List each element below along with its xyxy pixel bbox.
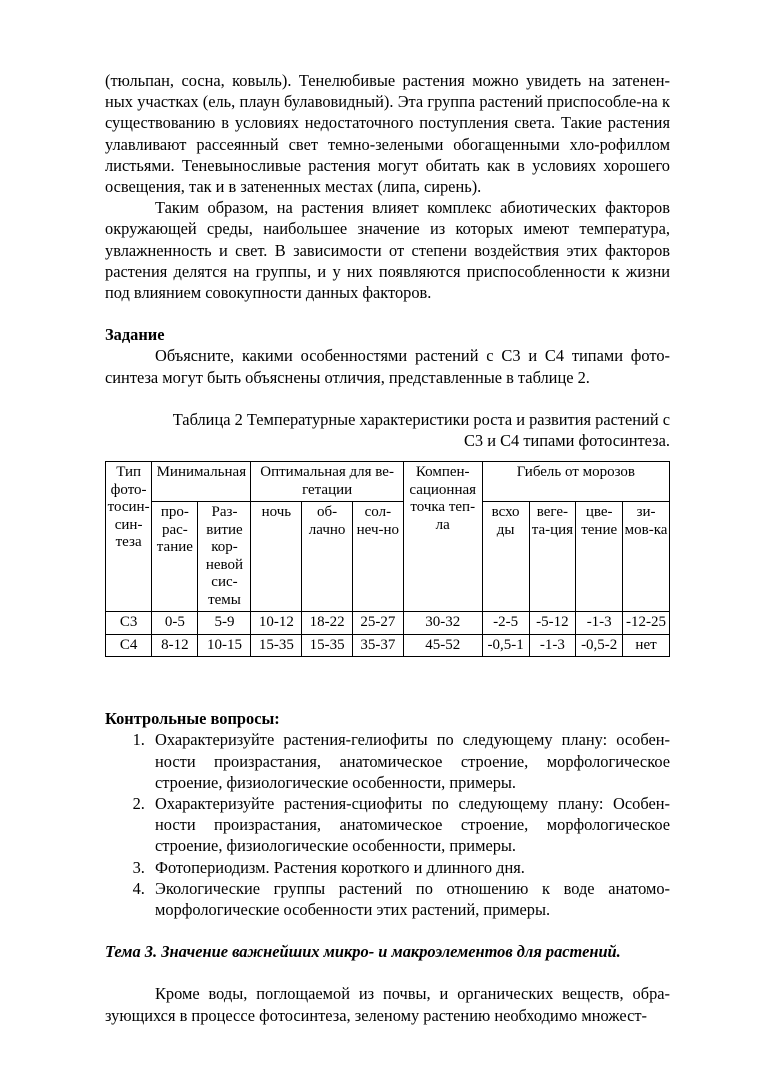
cell-night: 10-12 xyxy=(250,611,303,635)
list-item: Охарактеризуйте растения-гелиофиты по сл… xyxy=(149,729,670,793)
list-item: Фотопериодизм. Растения короткого и длин… xyxy=(149,857,670,878)
header-compensation-point: Компен-сационная точка теп-ла xyxy=(402,461,483,613)
header-photosynthesis-type: Тип фото-тосин-син-теза xyxy=(104,461,153,613)
cell-seedlings: -2-5 xyxy=(481,611,530,635)
cell-flowering: -1-3 xyxy=(575,611,624,635)
header-root-system: Раз-витие кор-невой сис-темы xyxy=(197,501,252,613)
spacer xyxy=(105,657,670,687)
header-vegetation: веге-та-ция xyxy=(528,501,577,613)
spacer xyxy=(105,388,670,409)
cell-compensation: 45-52 xyxy=(402,633,483,658)
header-minimal: Минимальная xyxy=(151,461,252,503)
spacer xyxy=(105,451,670,461)
paragraph-shade-plants: (тюльпан, сосна, ковыль). Тенелюбивые ра… xyxy=(105,71,670,197)
list-item: Охарактеризуйте растения-сциофиты по сле… xyxy=(149,793,670,857)
cell-compensation: 30-32 xyxy=(402,611,483,635)
questions-heading: Контрольные вопросы: xyxy=(105,709,280,729)
assignment-text: Объясните, какими особенностями растений… xyxy=(105,346,670,387)
header-frost-death: Гибель от морозов xyxy=(481,461,671,503)
header-night: ночь xyxy=(250,501,303,613)
spacer xyxy=(105,687,670,708)
spacer xyxy=(105,962,670,983)
header-seedlings: всхо ды xyxy=(481,501,530,613)
table-caption: Таблица 2 Температурные характеристики р… xyxy=(105,409,670,451)
cell-type: С3 xyxy=(104,611,153,635)
cell-germination: 8-12 xyxy=(151,633,199,658)
header-germination: про-рас-тание xyxy=(151,501,199,613)
cell-night: 15-35 xyxy=(250,633,303,658)
table-caption-line-1: Таблица 2 Температурные характеристики р… xyxy=(172,409,670,429)
cell-vegetation: -5-12 xyxy=(528,611,577,635)
table-caption-line-2: С3 и С4 типами фотосинтеза. xyxy=(464,431,670,451)
topic-heading: Тема 3. Значение важнейших микро- и макр… xyxy=(105,942,621,962)
temperature-characteristics-table: Тип фото-тосин-син-теза Минимальная Опти… xyxy=(104,461,671,658)
table-header-row-2: про-рас-тание Раз-витие кор-невой сис-те… xyxy=(106,501,670,613)
paragraph-abiotic-factors: Таким образом, на растения влияет компле… xyxy=(105,198,670,303)
cell-type: С4 xyxy=(104,633,153,658)
header-wintering: зи-мов-ка xyxy=(622,501,670,613)
table-header-row-1: Тип фото-тосин-син-теза Минимальная Опти… xyxy=(104,461,671,613)
header-sunny: сол-неч-но xyxy=(351,501,404,613)
cell-wintering: -12-25 xyxy=(622,611,670,635)
spacer xyxy=(105,920,670,941)
table-row: С4 8-12 10-15 15-35 15-35 35-37 45-52 -0… xyxy=(104,633,670,658)
cell-sunny: 25-27 xyxy=(351,611,404,635)
paragraph-micro-macro-elements: Кроме воды, поглощаемой из почвы, и орга… xyxy=(105,984,670,1025)
cell-sunny: 35-37 xyxy=(351,633,404,658)
header-optimal-vegetation: Оптимальная для ве-гетации xyxy=(250,461,404,503)
cell-seedlings: -0,5-1 xyxy=(481,633,530,658)
cell-root-system: 5-9 xyxy=(197,611,252,635)
cell-flowering: -0,5-2 xyxy=(575,633,624,658)
header-flowering: цве-тение xyxy=(575,501,624,613)
list-item: Экологические группы растений по отношен… xyxy=(149,878,670,920)
table-row: С3 0-5 5-9 10-12 18-22 25-27 30-32 -2-5 … xyxy=(104,611,670,635)
cell-wintering: нет xyxy=(622,633,670,658)
cell-germination: 0-5 xyxy=(151,611,199,635)
header-cloudy: об-лачно xyxy=(301,501,353,613)
assignment-heading: Задание xyxy=(105,325,165,345)
questions-list: Охарактеризуйте растения-гелиофиты по сл… xyxy=(105,729,670,920)
cell-vegetation: -1-3 xyxy=(528,633,577,658)
spacer xyxy=(105,303,670,324)
cell-root-system: 10-15 xyxy=(197,633,252,658)
cell-cloudy: 18-22 xyxy=(301,611,353,635)
cell-cloudy: 15-35 xyxy=(301,633,353,658)
